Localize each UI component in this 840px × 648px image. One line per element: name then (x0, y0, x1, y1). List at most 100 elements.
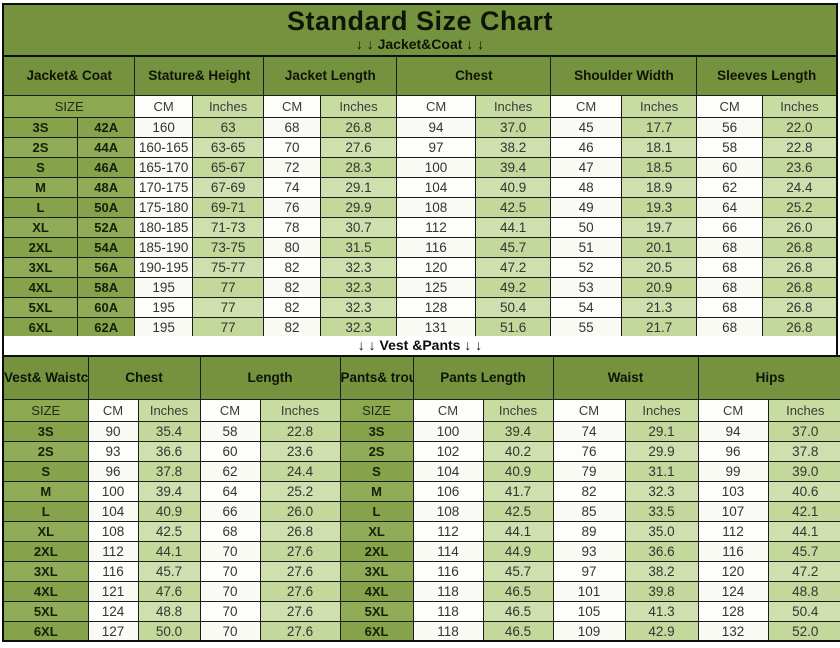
unit-header: Inches (767, 398, 840, 422)
measurement-cell: 27.6 (259, 560, 341, 582)
column-group-header: Hips (697, 355, 840, 400)
measurement-cell: 120 (396, 256, 476, 278)
table-row: 5XL 124 48.8 70 27.6 5XL 118 46.5 105 41.3 128 50.4 (2, 600, 840, 622)
size-label-cell: L (2, 500, 89, 522)
measurement-cell: 70 (263, 136, 321, 158)
measurement-cell: 32.3 (319, 316, 398, 338)
size-label-cell: 2S (339, 440, 414, 462)
measurement-cell: 20.9 (620, 276, 698, 298)
size-label-cell: M (2, 480, 89, 502)
unit-header: Inches (482, 398, 554, 422)
measurement-cell: 63 (191, 116, 265, 138)
measurement-cell: 26.0 (761, 216, 838, 238)
measurement-cell: 96 (697, 440, 769, 462)
measurement-cell: 19.7 (620, 216, 698, 238)
measurement-cell: 24.4 (259, 460, 341, 482)
measurement-cell: 21.7 (620, 316, 698, 338)
size-label-cell: 2S (2, 440, 89, 462)
measurement-cell: 39.4 (482, 420, 554, 442)
measurement-cell: 66 (696, 216, 763, 238)
measurement-cell: 32.3 (319, 256, 398, 278)
size-label-cell: 54A (77, 236, 136, 258)
unit-header: CM (87, 398, 139, 422)
measurement-cell: 29.9 (319, 196, 398, 218)
table-row: L 50A 175-180 69-71 76 29.9 108 42.5 49 19.3 64 25.… (2, 196, 838, 218)
measurement-cell: 18.1 (620, 136, 698, 158)
measurement-cell: 32.3 (319, 296, 398, 318)
measurement-cell: 23.6 (761, 156, 838, 178)
table-row: S 96 37.8 62 24.4 S 104 40.9 79 31.1 99 39.0 (2, 460, 840, 482)
measurement-cell: 74 (263, 176, 321, 198)
measurement-cell: 25.2 (259, 480, 341, 502)
measurement-cell: 42.5 (482, 500, 554, 522)
measurement-cell: 49.2 (474, 276, 552, 298)
measurement-cell: 27.6 (259, 620, 341, 642)
table-row: 3XL 116 45.7 70 27.6 3XL 116 45.7 97 38.2 120 47.2 (2, 560, 840, 582)
size-label-cell: 44A (77, 136, 136, 158)
unit-header: Inches (259, 398, 341, 422)
measurement-cell: 32.3 (624, 480, 699, 502)
measurement-cell: 190-195 (134, 256, 193, 278)
measurement-cell: 35.4 (137, 420, 201, 442)
measurement-cell: 64 (199, 480, 261, 502)
measurement-cell: 35.0 (624, 520, 699, 542)
measurement-cell: 128 (697, 600, 769, 622)
measurement-cell: 108 (87, 520, 139, 542)
measurement-cell: 114 (412, 540, 484, 562)
measurement-cell: 70 (199, 580, 261, 602)
table-row: M 100 39.4 64 25.2 M 106 41.7 82 32.3 103 40.6 (2, 480, 840, 502)
measurement-cell: 77 (191, 296, 265, 318)
measurement-cell: 102 (412, 440, 484, 462)
table-row: 2XL 54A 185-190 73-75 80 31.5 116 45.7 51 20.1 68 2… (2, 236, 838, 258)
measurement-cell: 33.5 (624, 500, 699, 522)
measurement-cell: 28.3 (319, 156, 398, 178)
table-row: 2S 93 36.6 60 23.6 2S 102 40.2 76 29.9 96 37.8 (2, 440, 840, 462)
measurement-cell: 45.7 (767, 540, 840, 562)
measurement-cell: 49 (550, 196, 622, 218)
unit-header: Inches (319, 94, 398, 118)
measurement-cell: 175-180 (134, 196, 193, 218)
table-row: M 48A 170-175 67-69 74 29.1 104 40.9 48 18.9 62 24.… (2, 176, 838, 198)
size-chart: Standard Size Chart ↓ ↓ Jacket&Coat ↓ ↓ … (2, 3, 840, 643)
measurement-cell: 108 (396, 196, 476, 218)
measurement-cell: 46.5 (482, 620, 554, 642)
measurement-cell: 22.8 (761, 136, 838, 158)
measurement-cell: 17.7 (620, 116, 698, 138)
table-row: 2S 44A 160-165 63-65 70 27.6 97 38.2 46 18.1 58 22.… (2, 136, 838, 158)
measurement-cell: 118 (412, 600, 484, 622)
measurement-cell: 68 (199, 520, 261, 542)
measurement-cell: 50.4 (474, 296, 552, 318)
measurement-cell: 195 (134, 276, 193, 298)
measurement-cell: 44.1 (474, 216, 552, 238)
table-row: 4XL 58A 195 77 82 32.3 125 49.2 53 20.9 68 26.8 (2, 276, 838, 298)
measurement-cell: 74 (552, 420, 626, 442)
measurement-cell: 48.8 (137, 600, 201, 622)
size-label-cell: 3XL (339, 560, 414, 582)
size-label-cell: 48A (77, 176, 136, 198)
unit-header: SIZE (339, 398, 414, 422)
measurement-cell: 112 (87, 540, 139, 562)
size-label-cell: L (339, 500, 414, 522)
measurement-cell: 20.1 (620, 236, 698, 258)
unit-header: CM (697, 398, 769, 422)
measurement-cell: 72 (263, 156, 321, 178)
measurement-cell: 26.8 (761, 296, 838, 318)
jacket-coat-table: Jacket& Coat Stature& Height Jacket Length… (2, 55, 838, 339)
measurement-cell: 42.1 (767, 500, 840, 522)
measurement-cell: 31.5 (319, 236, 398, 258)
measurement-cell: 100 (396, 156, 476, 178)
measurement-cell: 69-71 (191, 196, 265, 218)
measurement-cell: 36.6 (624, 540, 699, 562)
unit-header: Inches (474, 94, 552, 118)
measurement-cell: 85 (552, 500, 626, 522)
size-label-cell: 58A (77, 276, 136, 298)
size-label-cell: S (2, 460, 89, 482)
column-group-header: Jacket Length (263, 55, 398, 96)
measurement-cell: 78 (263, 216, 321, 238)
unit-header: Inches (761, 94, 838, 118)
size-label-cell: 2XL (339, 540, 414, 562)
size-label-cell: XL (2, 520, 89, 542)
measurement-cell: 58 (199, 420, 261, 442)
measurement-cell: 48.8 (767, 580, 840, 602)
measurement-cell: 99 (697, 460, 769, 482)
